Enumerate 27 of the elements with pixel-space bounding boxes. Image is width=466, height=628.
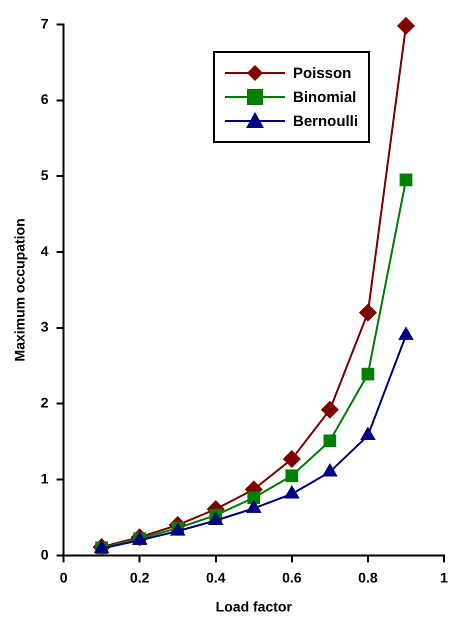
y-tick-label: 5 bbox=[40, 166, 49, 183]
y-tick-label: 7 bbox=[40, 15, 49, 32]
legend-label: Poisson bbox=[293, 64, 352, 82]
x-tick-label: 1 bbox=[440, 570, 448, 586]
point bbox=[400, 174, 412, 186]
y-tick-label: 4 bbox=[40, 242, 49, 259]
x-axis-title: Load factor bbox=[216, 598, 292, 614]
legend-label: Bernoulli bbox=[293, 112, 358, 130]
point bbox=[320, 400, 339, 419]
x-tick-label: 0.6 bbox=[282, 570, 302, 586]
y-tick-label: 2 bbox=[40, 394, 49, 411]
point bbox=[396, 16, 415, 35]
x-tick-label: 0.8 bbox=[358, 570, 378, 586]
x-tick-label: 0 bbox=[60, 570, 68, 586]
x-tick-label: 0.2 bbox=[130, 570, 150, 586]
point bbox=[324, 434, 336, 448]
y-tick-label: 3 bbox=[40, 318, 49, 335]
point bbox=[285, 469, 298, 482]
y-tick-label: 1 bbox=[40, 470, 49, 486]
point bbox=[282, 450, 301, 468]
y-tick-label: 6 bbox=[40, 91, 49, 108]
legend-label: Binomial bbox=[293, 88, 356, 106]
point bbox=[362, 368, 374, 380]
y-tick-label: 0 bbox=[40, 546, 49, 562]
x-tick-label: 0.4 bbox=[206, 570, 226, 586]
y-axis-title: Maximum occupation bbox=[11, 218, 28, 362]
point bbox=[358, 304, 377, 322]
